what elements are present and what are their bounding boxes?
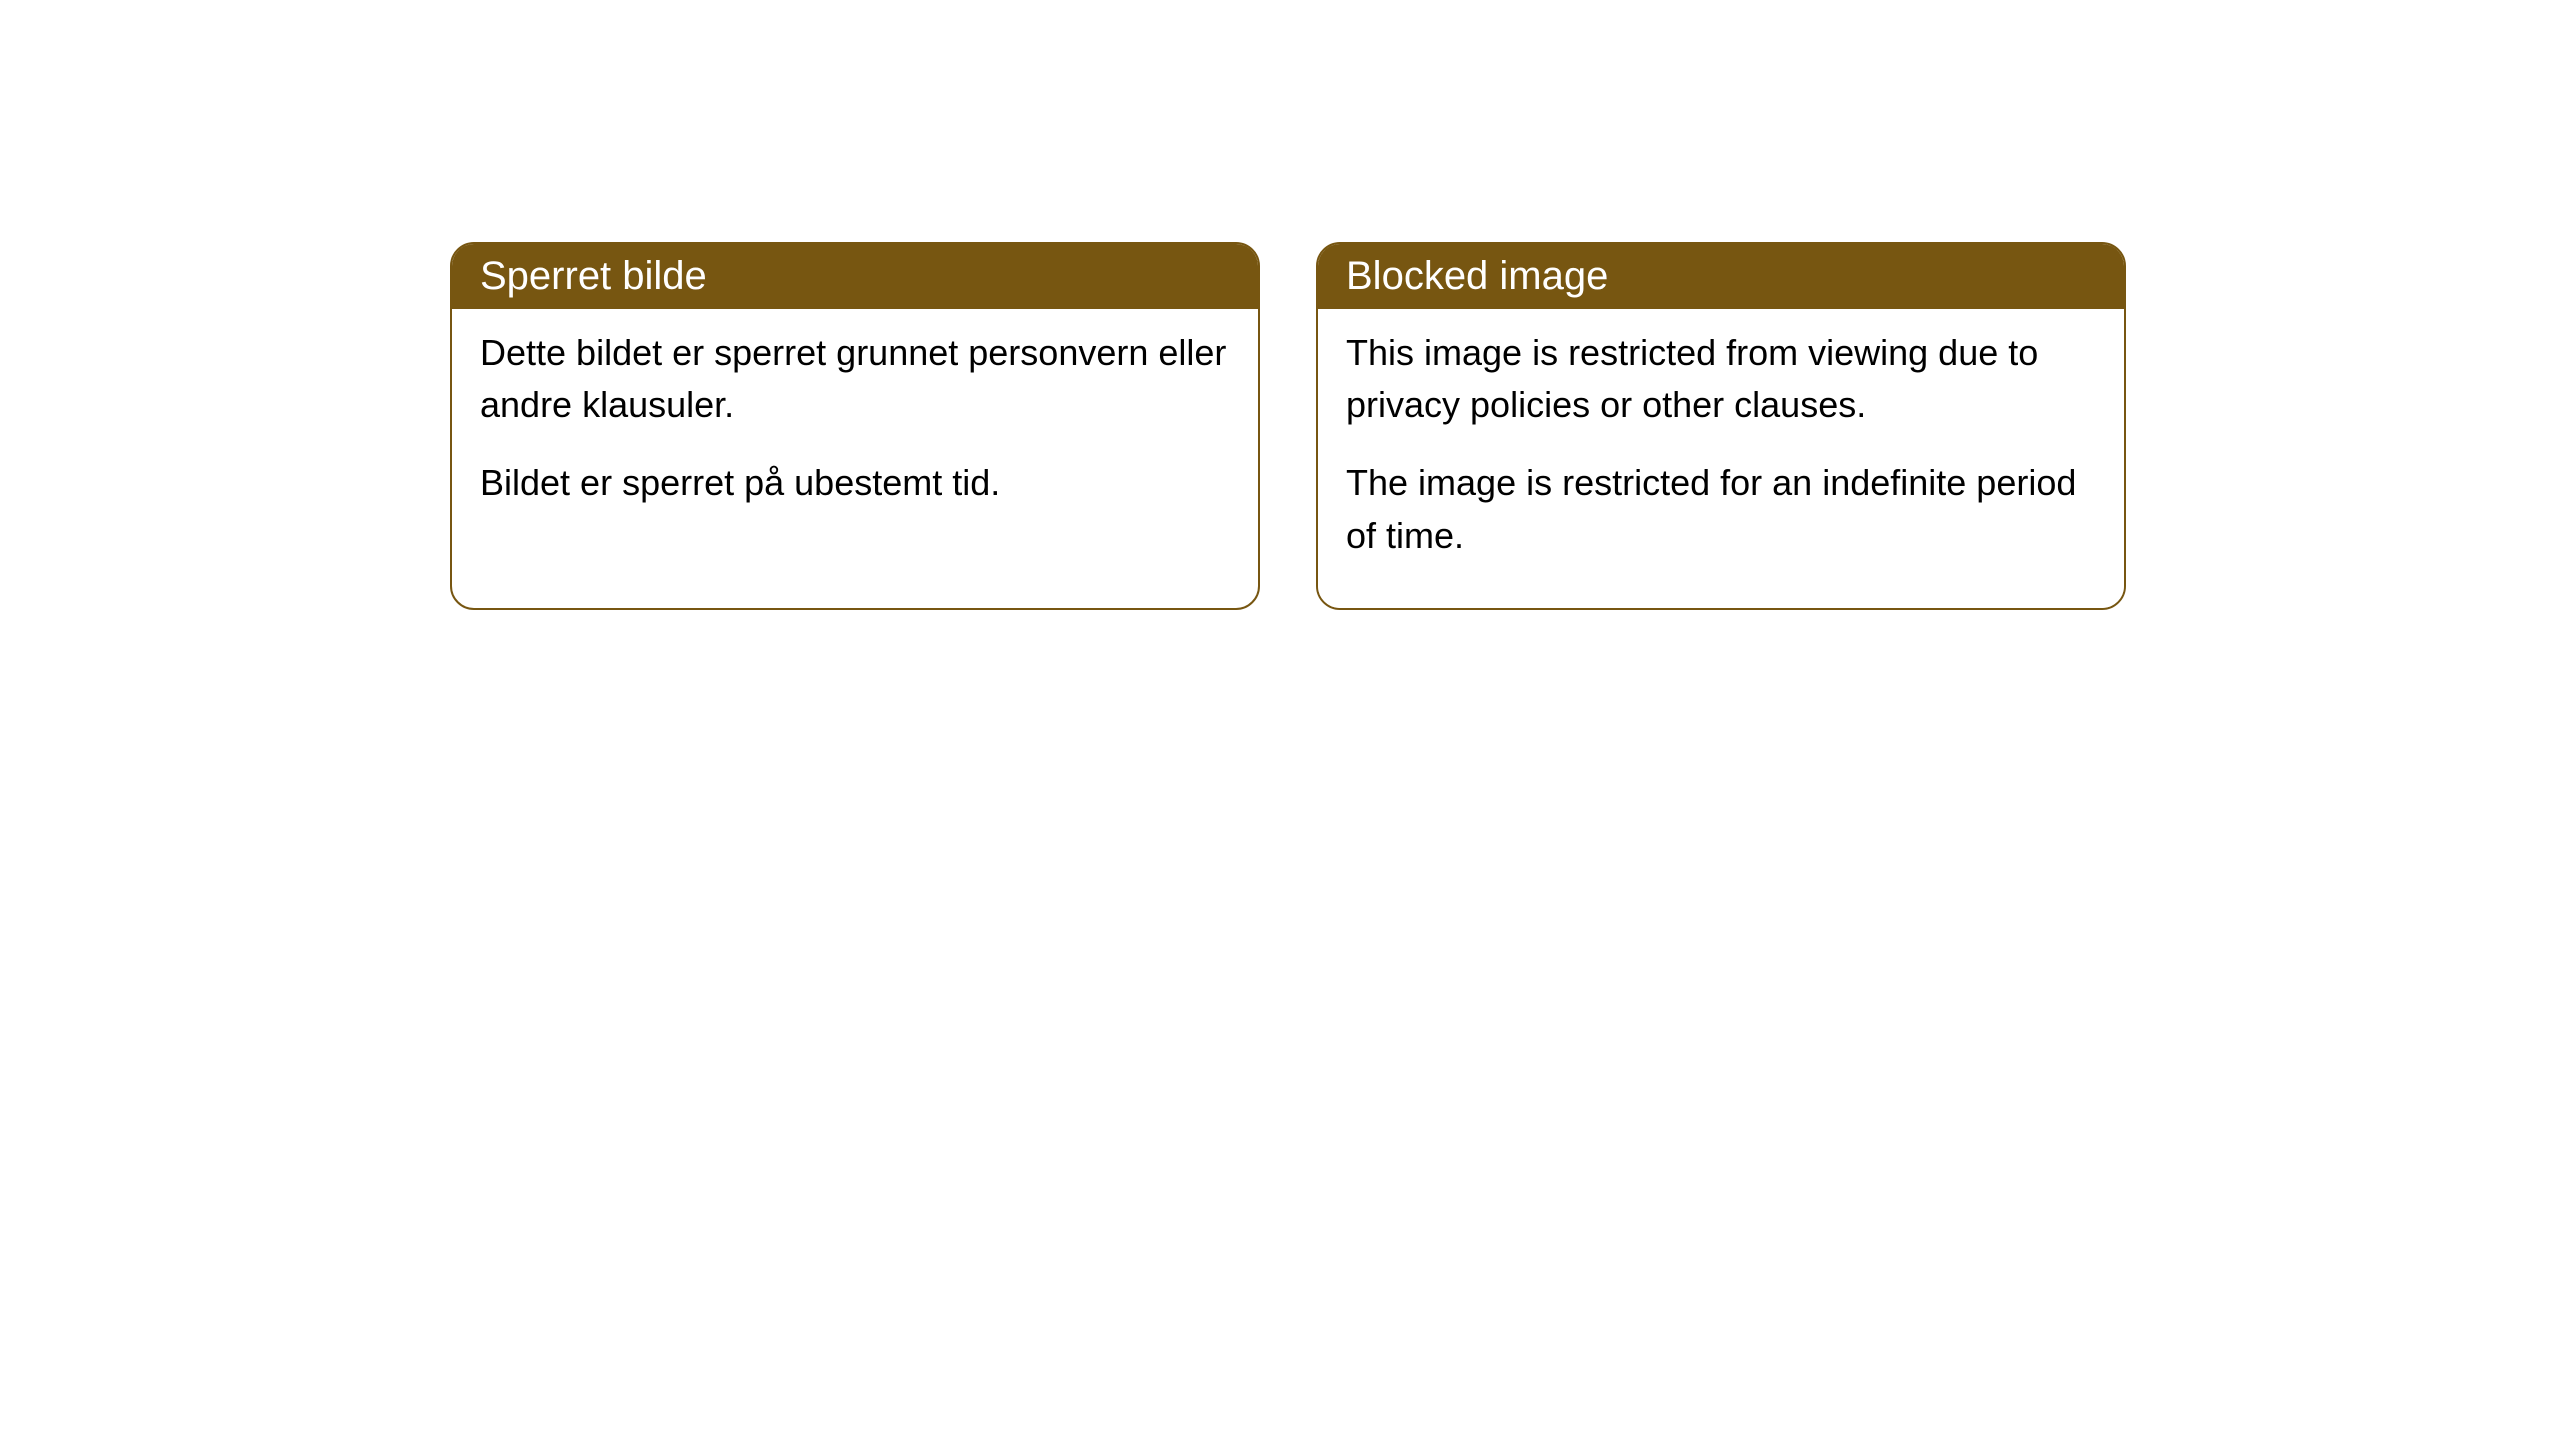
notice-card-english: Blocked image This image is restricted f… — [1316, 242, 2126, 610]
notice-paragraph-2: The image is restricted for an indefinit… — [1346, 457, 2096, 561]
card-header-norwegian: Sperret bilde — [452, 244, 1258, 309]
notice-paragraph-1: Dette bildet er sperret grunnet personve… — [480, 327, 1230, 431]
notice-paragraph-1: This image is restricted from viewing du… — [1346, 327, 2096, 431]
card-header-english: Blocked image — [1318, 244, 2124, 309]
card-body-english: This image is restricted from viewing du… — [1318, 309, 2124, 608]
notice-card-norwegian: Sperret bilde Dette bildet er sperret gr… — [450, 242, 1260, 610]
notice-cards-container: Sperret bilde Dette bildet er sperret gr… — [450, 242, 2560, 610]
card-body-norwegian: Dette bildet er sperret grunnet personve… — [452, 309, 1258, 556]
notice-paragraph-2: Bildet er sperret på ubestemt tid. — [480, 457, 1230, 509]
